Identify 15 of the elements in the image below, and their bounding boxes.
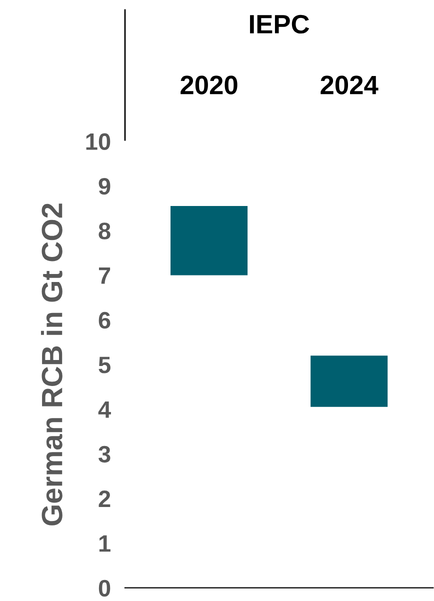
y-tick-label: 4	[98, 401, 111, 418]
y-tick-label: 3	[98, 446, 110, 463]
y-tick-label: 5	[98, 356, 110, 374]
y-tick-label: 8	[98, 222, 110, 240]
y-tick-label: 9	[98, 178, 110, 195]
x-tick-label: 2020	[180, 76, 238, 94]
x-tick-label: 2024	[320, 76, 378, 94]
x-axis-title: IEPC	[250, 14, 310, 34]
y-axis-title: German RCB in Gt CO2	[40, 204, 62, 526]
y-tick-label: 1	[99, 535, 110, 552]
y-tick-label: 0	[98, 580, 110, 597]
y-tick-label: 7	[98, 268, 110, 284]
y-tick-label: 2	[98, 490, 110, 508]
y-tick-label: 6	[98, 312, 110, 329]
y-tick-label: 10	[86, 133, 110, 150]
